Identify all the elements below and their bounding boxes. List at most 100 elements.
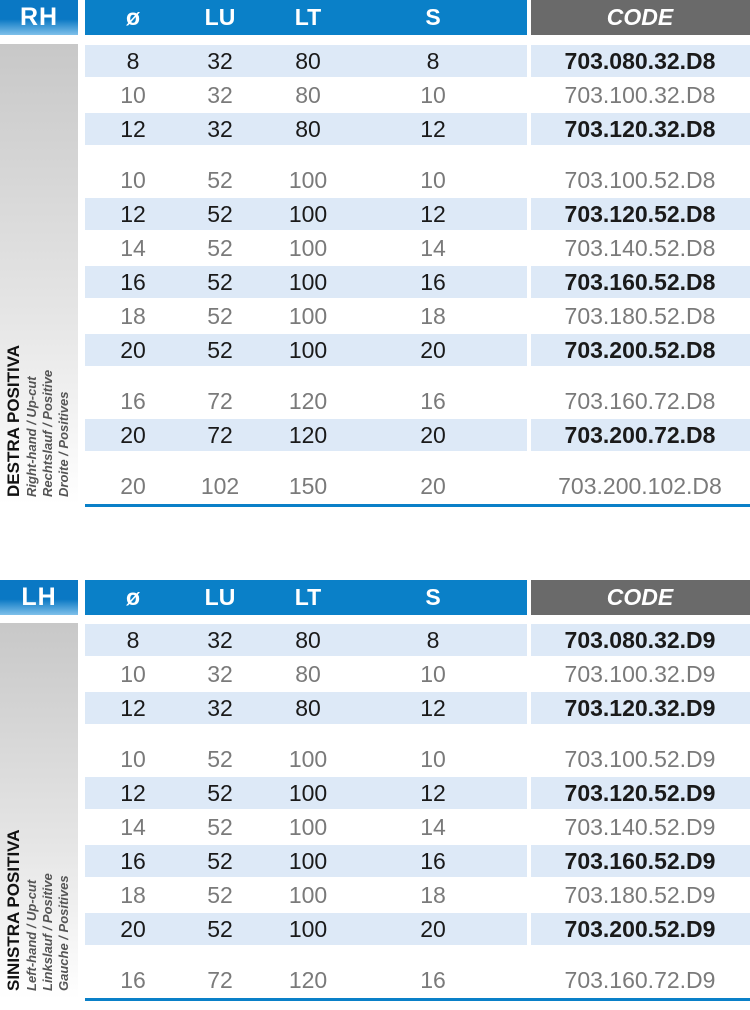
column-header-s: S (425, 4, 441, 30)
cell-dia: 10 (120, 661, 146, 687)
cell-lu: 32 (207, 695, 233, 721)
table-row: 20 52 100 20 703.200.52.D9 (85, 912, 750, 946)
table-row: 16 72 120 16 703.160.72.D8 (85, 384, 750, 418)
cell-dia: 14 (120, 235, 146, 261)
row-band (531, 692, 750, 724)
cell-dia: 16 (120, 269, 146, 295)
side-label-panel: DESTRA POSITIVA Right-hand / Up-cut Rechts… (0, 44, 78, 505)
cell-dia: 18 (120, 303, 146, 329)
cell-code: 703.160.52.D8 (564, 269, 716, 295)
cell-code: 703.120.52.D8 (564, 201, 716, 227)
cell-lt: 100 (288, 201, 328, 227)
cell-code: 703.200.52.D8 (564, 337, 716, 363)
table-end-line (85, 504, 750, 507)
cell-s: 16 (420, 269, 446, 295)
hand-label: RH (0, 0, 78, 35)
row-band (531, 777, 750, 809)
side-subtitle: Droite / Positives (56, 391, 71, 497)
table-row: 20 72 120 20 703.200.72.D8 (85, 418, 750, 452)
table-row: 16 72 120 16 703.160.72.D9 (85, 963, 750, 997)
cell-lt: 80 (295, 48, 321, 74)
row-band (531, 113, 750, 145)
table-row: 14 52 100 14 703.140.52.D9 (85, 810, 750, 844)
cell-s: 12 (420, 201, 446, 227)
table-row: 8 32 80 8 703.080.32.D8 (85, 44, 750, 78)
cell-lu: 32 (207, 661, 233, 687)
cell-lt: 80 (295, 116, 321, 142)
cell-lt: 100 (288, 916, 328, 942)
cell-lu: 102 (200, 473, 240, 499)
cell-code: 703.080.32.D9 (564, 627, 716, 653)
cell-lu: 32 (207, 82, 233, 108)
cell-s: 10 (420, 661, 446, 687)
side-subtitle: Linkslauf / Positive (40, 873, 55, 991)
side-subtitle: Left-hand / Up-cut (24, 879, 39, 991)
cell-lt: 100 (288, 848, 328, 874)
row-band (85, 777, 527, 809)
cell-dia: 10 (120, 167, 146, 193)
side-subtitle: Gauche / Positives (56, 875, 71, 991)
cell-lt: 80 (295, 695, 321, 721)
cell-dia: 12 (120, 116, 146, 142)
table-row: 10 32 80 10 703.100.32.D9 (85, 657, 750, 691)
column-header-dia: ø (125, 4, 141, 30)
cell-dia: 8 (126, 48, 140, 74)
column-header-lt: LT (294, 4, 322, 30)
table-row: 18 52 100 18 703.180.52.D9 (85, 878, 750, 912)
table-row: 16 52 100 16 703.160.52.D9 (85, 844, 750, 878)
side-label-panel: SINISTRA POSITIVA Left-hand / Up-cut Links… (0, 623, 78, 999)
table-row: 16 52 100 16 703.160.52.D8 (85, 265, 750, 299)
column-header-dia: ø (125, 584, 141, 610)
cell-dia: 16 (120, 967, 146, 993)
cell-s: 20 (420, 422, 446, 448)
cell-s: 20 (420, 337, 446, 363)
cell-lu: 52 (207, 848, 233, 874)
table-row: 20 102 150 20 703.200.102.D8 (85, 469, 750, 503)
row-band (531, 45, 750, 77)
table-row: 8 32 80 8 703.080.32.D9 (85, 623, 750, 657)
cell-dia: 16 (120, 848, 146, 874)
table-header (85, 580, 527, 615)
table-row: 12 32 80 12 703.120.32.D9 (85, 691, 750, 725)
cell-code: 703.180.52.D9 (564, 882, 716, 908)
cell-lt: 120 (288, 422, 328, 448)
row-band (531, 845, 750, 877)
table-row: 14 52 100 14 703.140.52.D8 (85, 231, 750, 265)
cell-s: 10 (420, 82, 446, 108)
cell-lt: 100 (288, 746, 328, 772)
cell-lt: 100 (288, 235, 328, 261)
cell-dia: 20 (120, 473, 146, 499)
cell-s: 20 (420, 473, 446, 499)
cell-lu: 32 (207, 627, 233, 653)
hand-label: LH (0, 580, 78, 615)
side-subtitle: Right-hand / Up-cut (24, 376, 39, 497)
cell-dia: 16 (120, 388, 146, 414)
column-header-lu: LU (204, 584, 236, 610)
cell-dia: 10 (120, 746, 146, 772)
row-band (531, 419, 750, 451)
row-band (85, 334, 527, 366)
side-subtitle: Rechtslauf / Positive (40, 369, 55, 497)
cell-dia: 20 (120, 337, 146, 363)
cell-dia: 20 (120, 422, 146, 448)
cell-lu: 32 (207, 48, 233, 74)
cell-dia: 12 (120, 780, 146, 806)
cell-lt: 100 (288, 303, 328, 329)
column-header-lt: LT (294, 584, 322, 610)
cell-dia: 10 (120, 82, 146, 108)
cell-lt: 100 (288, 814, 328, 840)
column-header-code: CODE (606, 4, 674, 30)
cell-lu: 52 (207, 303, 233, 329)
row-band (531, 913, 750, 945)
cell-s: 10 (420, 746, 446, 772)
cell-lu: 32 (207, 116, 233, 142)
row-band (85, 266, 527, 298)
cell-lt: 100 (288, 269, 328, 295)
row-band (531, 334, 750, 366)
table-header (85, 0, 527, 35)
column-header-lu: LU (204, 4, 236, 30)
cell-code: 703.100.32.D9 (564, 661, 716, 687)
cell-s: 14 (420, 235, 446, 261)
side-title: DESTRA POSITIVA (4, 344, 23, 497)
cell-code: 703.100.32.D8 (564, 82, 716, 108)
